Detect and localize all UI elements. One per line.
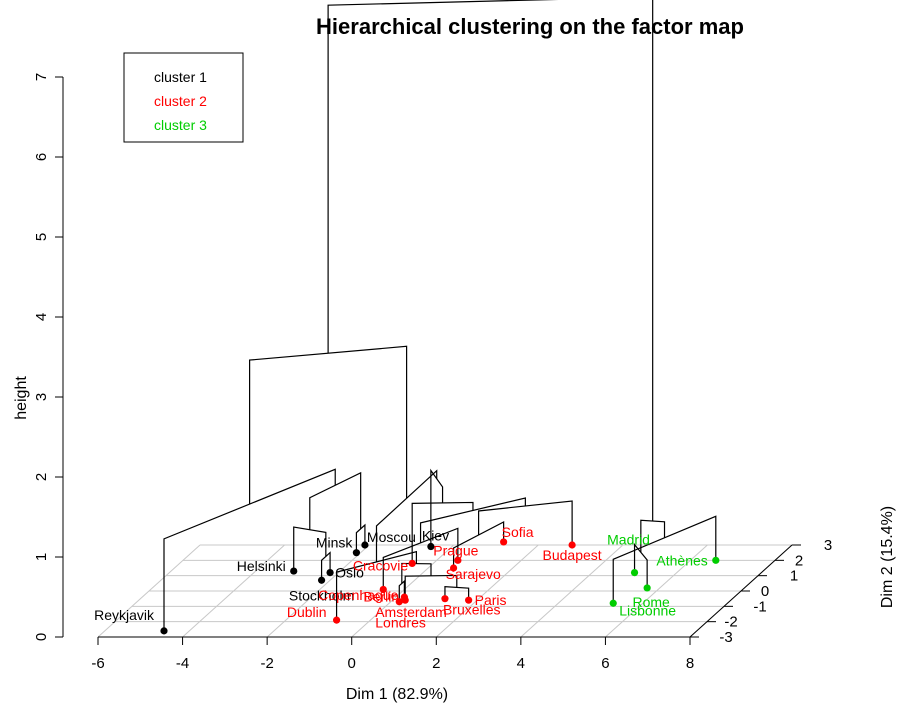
point-reykjavik — [160, 627, 168, 635]
dendrogram-link — [163, 468, 336, 631]
point-madrid — [630, 569, 639, 577]
city-points — [160, 538, 720, 635]
point-moscou — [361, 541, 369, 549]
point-label-londres: Londres — [375, 615, 426, 631]
point-kiev — [427, 542, 435, 551]
dendrogram-link — [640, 519, 666, 553]
point-lisbonne — [609, 599, 617, 607]
point-dublin — [332, 616, 341, 624]
dendrogram-link — [411, 501, 474, 564]
point-label-oslo: Oslo — [335, 565, 364, 581]
z-axis-label: height — [13, 376, 30, 420]
x-tick-label: 0 — [348, 655, 356, 672]
chart-title: Hierarchical clustering on the factor ma… — [316, 14, 744, 39]
x-tick-label: -6 — [91, 655, 104, 672]
y-tick-label: 2 — [795, 552, 803, 569]
point-label-prague: Prague — [433, 542, 478, 558]
z-tick-label: 3 — [33, 393, 50, 401]
legend-box — [123, 52, 244, 143]
x-tick-label: 4 — [517, 655, 525, 672]
y-tick-label: 1 — [790, 568, 798, 585]
point-label-bruxelles: Bruxelles — [443, 602, 501, 618]
point-label-amsterdam: Amsterdam — [375, 604, 447, 620]
point-sofia — [500, 538, 508, 546]
point-oslo — [326, 569, 334, 577]
point-label-budapest: Budapest — [543, 547, 602, 563]
point-londres — [395, 598, 403, 606]
dendrogram-link — [249, 345, 408, 505]
point-minsk — [352, 549, 361, 557]
point-label-madrid: Madrid — [607, 532, 650, 548]
x-tick-label: -2 — [260, 655, 273, 672]
point-label-minsk: Minsk — [316, 535, 354, 551]
legend-entry-cluster-1: cluster 1 — [154, 69, 207, 85]
point-bruxelles — [441, 595, 449, 603]
dendrogram-link — [478, 500, 573, 545]
point-paris — [465, 596, 473, 604]
point-label-sofia: Sofia — [502, 524, 534, 540]
x-tick-label: 8 — [686, 655, 694, 672]
point-budapest — [568, 541, 576, 549]
point-label-copenhague: Copenhague — [318, 587, 398, 603]
legend-entry-cluster-3: cluster 3 — [154, 117, 207, 133]
legend: cluster 1 cluster 2 cluster 3 — [123, 52, 244, 143]
legend-entry-cluster-2: cluster 2 — [154, 93, 207, 109]
point-prague — [454, 556, 462, 564]
point-label-sarajevo: Sarajevo — [446, 566, 501, 582]
point-copenhague — [400, 593, 408, 601]
y-tick-label: 3 — [824, 537, 832, 554]
dendrogram-link — [444, 586, 470, 601]
y-tick-label: 0 — [761, 583, 769, 600]
point-label-moscou: Moscou — [367, 529, 416, 545]
point-label-stockholm: Stockholm — [289, 587, 354, 603]
x-tick-label: -4 — [176, 655, 189, 672]
dendrogram-link — [355, 523, 366, 553]
point-label-lisbonne: Lisbonne — [619, 602, 676, 618]
point-label-helsinki: Helsinki — [237, 558, 286, 574]
y-tick-label: -3 — [719, 629, 732, 646]
z-tick-label: 5 — [33, 233, 50, 241]
point-cracovie — [408, 559, 416, 568]
z-tick-label: 2 — [33, 473, 50, 481]
point-stockholm — [317, 576, 326, 584]
point-label-cracovie: Cracovie — [353, 557, 408, 573]
point-label-kiev: Kiev — [422, 528, 449, 544]
point-sarajevo — [449, 564, 458, 572]
point-label-paris: Paris — [475, 592, 507, 608]
x-tick-label: 6 — [601, 655, 609, 672]
x-tick-label: 2 — [432, 655, 440, 672]
z-tick-label: 1 — [33, 553, 50, 561]
point-label-dublin: Dublin — [287, 604, 327, 620]
y-axis-label: Dim 2 (15.4%) — [879, 506, 896, 608]
z-tick-label: 0 — [33, 633, 50, 641]
floor-grid — [97, 544, 793, 638]
point-label-athenes: Athènes — [656, 552, 707, 568]
dendrogram-link — [327, 0, 654, 522]
dendrogram-link — [320, 551, 331, 581]
z-tick-label: 4 — [33, 313, 50, 321]
point-athenes — [712, 556, 720, 564]
y-tick-label: -1 — [753, 598, 766, 615]
point-label-berlin: Berlin — [363, 588, 399, 604]
z-tick-label: 6 — [33, 153, 50, 161]
point-label-rome: Rome — [632, 594, 670, 610]
point-label-reykjavik: Reykjavik — [94, 607, 155, 623]
point-berlin — [379, 585, 387, 594]
point-rome — [643, 584, 651, 592]
x-axis-label: Dim 1 (82.9%) — [346, 686, 448, 703]
y-tick-label: -2 — [724, 614, 737, 631]
dendrogram — [163, 0, 717, 631]
point-helsinki — [290, 567, 298, 575]
z-tick-label: 7 — [33, 73, 50, 81]
